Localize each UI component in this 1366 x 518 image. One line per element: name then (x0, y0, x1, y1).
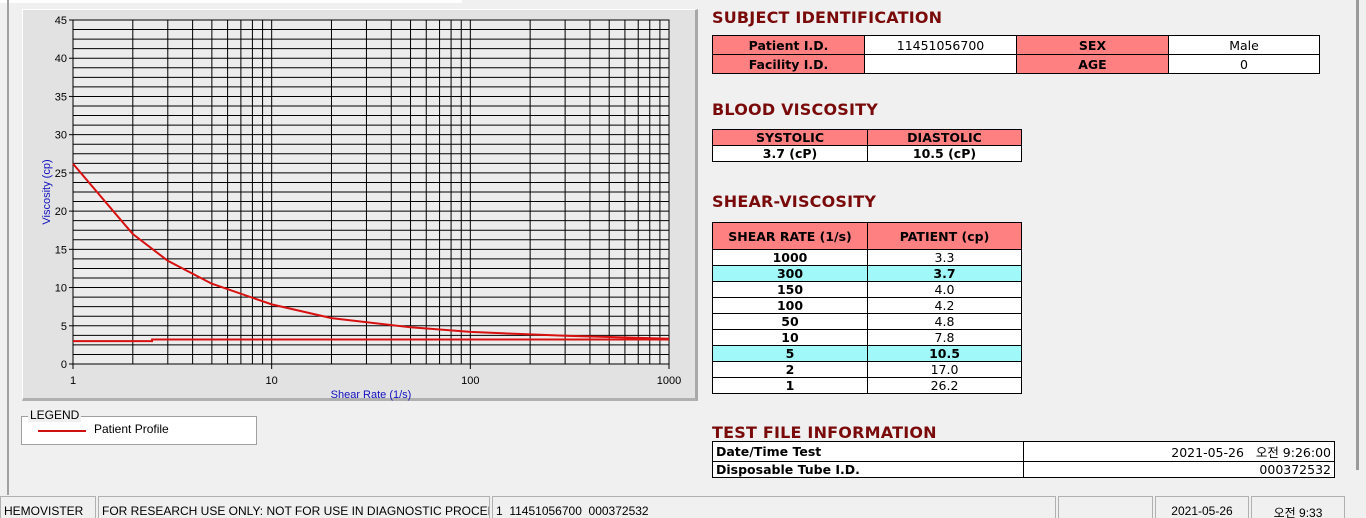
shear-row: 150 4.0 (712, 281, 1022, 298)
status-date: 2021-05-26 (1155, 496, 1249, 518)
blood-viscosity-table: SYSTOLIC DIASTOLIC 3.7 (cP) 10.5 (cP) (712, 129, 1022, 162)
shear-viscosity-table: SHEAR RATE (1/s) PATIENT (cp) 1000 3.3 300… (712, 222, 1022, 394)
status-time: 오전 9:33 (1251, 496, 1345, 518)
y-axis-label: Viscosity (cp) (41, 159, 53, 224)
shear-rate-cell: 1 (712, 377, 868, 394)
shear-rate-cell: 2 (712, 361, 868, 378)
shear-row: 300 3.7 (712, 265, 1022, 282)
patient-value-cell: 10.5 (867, 345, 1022, 362)
patient-id-label: Patient I.D. (712, 35, 865, 55)
x-tick-label: 1 (70, 375, 76, 387)
test-file-information-title: TEST FILE INFORMATION (712, 423, 937, 442)
y-tick-label: 15 (55, 244, 67, 256)
diastolic-label: DIASTOLIC (867, 129, 1022, 146)
legend-box: LEGEND Patient Profile (21, 408, 257, 445)
x-tick-label: 100 (461, 375, 479, 387)
legend-item-label: Patient Profile (94, 422, 169, 436)
viscosity-chart: 0 5 10 15 20 25 30 35 40 45 1 10 100 1000 Shear Rate (… (41, 15, 681, 401)
subject-table: Patient I.D. 11451056700 SEX Male Facili… (712, 35, 1320, 74)
sex-value: Male (1168, 35, 1320, 55)
baseline-line (73, 338, 669, 343)
shear-row: 5 10.5 (712, 345, 1022, 362)
shear-rate-header: SHEAR RATE (1/s) (712, 222, 868, 250)
shear-rate-cell: 50 (712, 313, 868, 330)
shear-rate-cell: 300 (712, 265, 868, 282)
y-tick-label: 20 (55, 206, 67, 218)
shear-row: 50 4.8 (712, 313, 1022, 330)
facility-id-value (864, 54, 1017, 74)
y-tick-label: 45 (55, 15, 67, 27)
y-tick-label: 35 (55, 91, 67, 103)
systolic-label: SYSTOLIC (712, 129, 868, 146)
patient-value-cell: 26.2 (867, 377, 1022, 394)
legend-title: LEGEND (28, 408, 82, 422)
y-tick-label: 10 (55, 283, 67, 295)
shear-row: 1000 3.3 (712, 249, 1022, 266)
status-blank (1058, 496, 1153, 518)
top-bar (0, 0, 462, 3)
patient-value-cell: 17.0 (867, 361, 1022, 378)
sex-label: SEX (1016, 35, 1169, 55)
tube-id-label: Disposable Tube I.D. (712, 461, 1024, 478)
subject-identification-title: SUBJECT IDENTIFICATION (712, 8, 943, 27)
patient-value-cell: 7.8 (867, 329, 1022, 346)
left-border (7, 0, 9, 495)
blood-viscosity-title: BLOOD VISCOSITY (712, 100, 879, 119)
patient-value-cell: 4.8 (867, 313, 1022, 330)
shear-row: 2 17.0 (712, 361, 1022, 378)
patient-cp-header: PATIENT (cp) (867, 222, 1022, 250)
shear-row: 1 26.2 (712, 377, 1022, 394)
test-file-table: Date/Time Test 2021-05-26 오전 9:26:00 Dis… (712, 441, 1335, 478)
date-time-value: 2021-05-26 오전 9:26:00 (1023, 441, 1335, 462)
tube-id-value: 000372532 (1023, 461, 1335, 478)
y-tick-label: 0 (61, 359, 67, 371)
shear-rate-cell: 5 (712, 345, 868, 362)
shear-row: 10 7.8 (712, 329, 1022, 346)
patient-profile-line (72, 163, 670, 340)
patient-id-value: 11451056700 (864, 35, 1017, 55)
age-value: 0 (1168, 54, 1320, 74)
y-tick-label: 5 (61, 321, 67, 333)
shear-rate-cell: 150 (712, 281, 868, 298)
age-label: AGE (1016, 54, 1169, 74)
y-tick-label: 30 (55, 130, 67, 142)
facility-id-label: Facility I.D. (712, 54, 865, 74)
shear-rate-cell: 1000 (712, 249, 868, 266)
shear-viscosity-title: SHEAR-VISCOSITY (712, 192, 877, 211)
status-record: 1 11451056700 000372532 (492, 496, 1056, 518)
patient-value-cell: 4.0 (867, 281, 1022, 298)
date-time-label: Date/Time Test (712, 441, 1024, 462)
shear-row: 100 4.2 (712, 297, 1022, 314)
scrollbar[interactable] (1356, 0, 1359, 470)
systolic-value: 3.7 (cP) (712, 145, 868, 162)
status-notice: FOR RESEARCH USE ONLY: NOT FOR USE IN DI… (98, 496, 490, 518)
x-tick-label: 10 (266, 375, 278, 387)
x-axis-label: Shear Rate (1/s) (331, 389, 412, 401)
viscosity-chart-panel: 0 5 10 15 20 25 30 35 40 45 1 10 100 1000 Shear Rate (… (22, 9, 698, 401)
shear-rate-cell: 100 (712, 297, 868, 314)
status-app-name: HEMOVISTER (0, 496, 96, 518)
y-tick-label: 40 (55, 53, 67, 65)
diastolic-value: 10.5 (cP) (867, 145, 1022, 162)
patient-value-cell: 4.2 (867, 297, 1022, 314)
patient-value-cell: 3.7 (867, 265, 1022, 282)
y-tick-label: 25 (55, 168, 67, 180)
shear-rate-cell: 10 (712, 329, 868, 346)
x-tick-label: 1000 (657, 375, 681, 387)
patient-value-cell: 3.3 (867, 249, 1022, 266)
legend-line-swatch (38, 430, 86, 432)
